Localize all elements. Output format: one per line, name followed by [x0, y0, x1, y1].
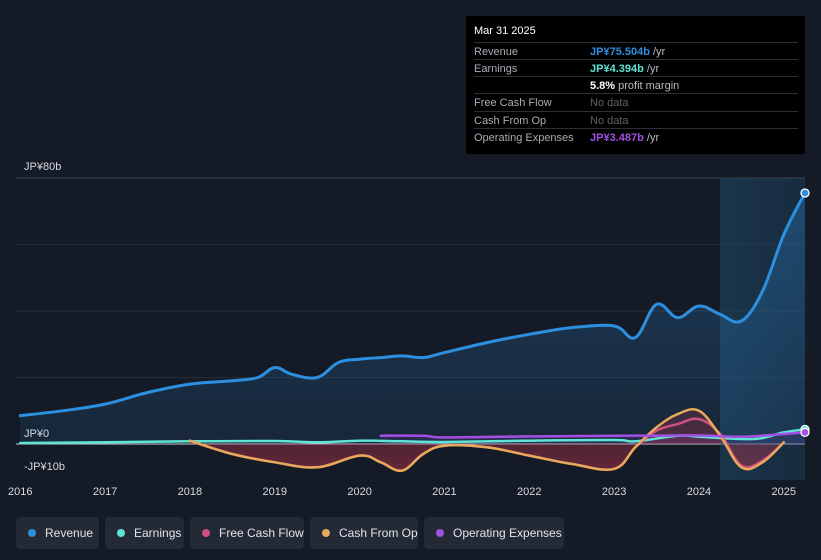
x-axis-label: 2016 — [8, 486, 32, 498]
legend-dot-icon — [202, 529, 210, 537]
legend-dot-icon — [117, 529, 125, 537]
x-axis-label: 2024 — [687, 486, 711, 498]
tooltip-row: Revenue JP¥75.504b /yr — [474, 42, 798, 60]
tooltip-label: Free Cash Flow — [474, 97, 552, 109]
tooltip-value: JP¥3.487b /yr — [590, 132, 660, 144]
series-lines — [18, 191, 807, 473]
y-axis-label: JP¥80b — [24, 161, 61, 173]
cash-from-op-area — [189, 409, 784, 471]
earnings-line — [18, 428, 807, 445]
tooltip-value: 5.8% profit margin — [590, 80, 680, 92]
tooltip-row: Free Cash Flow No data — [474, 93, 798, 111]
y-axis-label: JP¥0 — [24, 428, 49, 440]
legend-item-cash-from-op[interactable]: Cash From Op — [310, 517, 418, 549]
revenue-area — [20, 193, 805, 444]
tooltip-label: Operating Expenses — [474, 132, 574, 144]
y-axis-labels: JP¥80b JP¥0 -JP¥10b — [24, 161, 65, 473]
tooltip-label: Cash From Op — [474, 115, 547, 127]
x-axis-label: 2019 — [263, 486, 287, 498]
x-axis-label: 2018 — [178, 486, 202, 498]
tooltip-row: 5.8% profit margin — [474, 76, 798, 94]
legend-label: Earnings — [134, 526, 182, 540]
revenue-end-point — [800, 188, 810, 198]
operating-expenses-line — [379, 431, 807, 439]
tooltip-value: JP¥75.504b /yr — [590, 46, 666, 58]
legend-item-free-cash-flow[interactable]: Free Cash Flow — [190, 517, 304, 549]
legend-dot-icon — [322, 529, 330, 537]
tooltip-row: Cash From Op No data — [474, 111, 798, 129]
x-axis-label: 2025 — [772, 486, 796, 498]
tooltip-label: Earnings — [474, 63, 518, 75]
x-axis-label: 2020 — [347, 486, 371, 498]
x-axis-label: 2021 — [432, 486, 456, 498]
tooltip-row: Operating Expenses JP¥3.487b /yr — [474, 128, 798, 146]
tooltip-value: JP¥4.394b /yr — [590, 63, 660, 75]
legend-label: Revenue — [45, 526, 94, 540]
legend-label: Free Cash Flow — [219, 526, 304, 540]
x-axis-labels: 2016 2017 2018 2019 2020 2021 2022 2023 2024 2025 — [8, 486, 796, 498]
cash-from-op-line — [188, 407, 786, 473]
tooltip-value: No data — [590, 97, 629, 109]
tooltip-row: Earnings JP¥4.394b /yr — [474, 59, 798, 77]
x-axis-label: 2022 — [517, 486, 541, 498]
series-areas — [20, 193, 805, 471]
x-axis-label: 2017 — [93, 486, 117, 498]
operating-expenses-end-point — [800, 427, 810, 438]
legend-label: Cash From Op — [339, 526, 418, 540]
tooltip-value: No data — [590, 115, 629, 127]
tooltip-label: Revenue — [474, 46, 519, 58]
x-axis-label: 2023 — [602, 486, 626, 498]
tooltip: Mar 31 2025 Revenue JP¥75.504b /yr Earning… — [466, 16, 805, 154]
legend-item-operating-expenses[interactable]: Operating Expenses — [424, 517, 564, 549]
tooltip-date: Mar 31 2025 — [474, 25, 536, 37]
y-axis-label: -JP¥10b — [24, 461, 65, 473]
legend-item-revenue[interactable]: Revenue — [16, 517, 99, 549]
legend-item-earnings[interactable]: Earnings — [105, 517, 184, 549]
revenue-line — [18, 191, 807, 418]
series-end-markers — [800, 188, 810, 438]
legend-label: Operating Expenses — [453, 526, 562, 540]
legend-dot-icon — [28, 529, 36, 537]
legend-dot-icon — [436, 529, 444, 537]
